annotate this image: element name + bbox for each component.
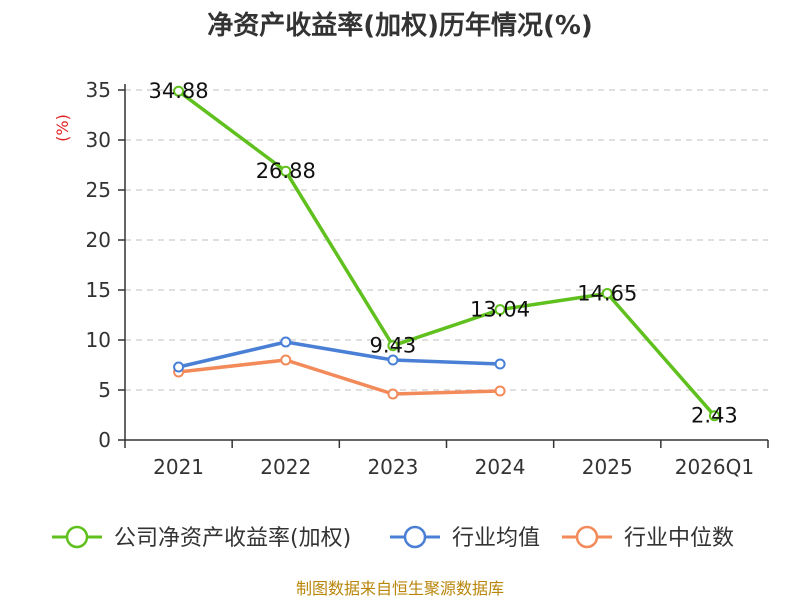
- y-tick-label: 30: [86, 128, 111, 152]
- y-tick-label: 35: [86, 78, 111, 102]
- data-point-marker: [387, 354, 399, 366]
- data-point-marker: [601, 288, 613, 299]
- series-line: [177, 89, 716, 417]
- y-axis-unit: (%): [53, 114, 72, 142]
- x-tick-label: 2025: [582, 455, 633, 479]
- data-point-marker: [494, 304, 506, 316]
- source-note: 制图数据来自恒生聚源数据库: [296, 579, 504, 598]
- y-tick-label: 5: [98, 378, 111, 402]
- data-label: 13.04: [470, 298, 530, 322]
- legend-label: 行业均值: [452, 526, 540, 551]
- data-labels: 34.88 26.88 9.43 13.04 14.65 2.43: [149, 79, 738, 428]
- y-tick-label: 0: [98, 428, 111, 452]
- legend[interactable]: 公司净资产收益率(加权) 行业均值 行业中位数: [52, 525, 734, 551]
- data-point-marker: [280, 165, 292, 177]
- data-point-marker: [387, 388, 399, 400]
- x-tick-label: 2021: [153, 455, 204, 479]
- data-point-marker: [494, 385, 506, 397]
- x-tick-label: 2022: [260, 455, 311, 479]
- data-point-marker: [280, 354, 292, 366]
- y-tick-label: 10: [86, 328, 111, 352]
- series-line: [178, 340, 501, 369]
- data-point-marker: [280, 336, 292, 348]
- legend-swatch-marker: [65, 525, 89, 549]
- data-point-marker: [173, 361, 185, 373]
- data-label: 34.88: [149, 79, 209, 103]
- data-point-marker: [387, 340, 399, 352]
- data-label: 9.43: [370, 334, 417, 358]
- gridlines: [125, 89, 768, 391]
- y-tick-label: 25: [86, 178, 111, 202]
- series-line: [178, 358, 501, 396]
- y-tick-label: 20: [86, 228, 111, 252]
- data-point-marker: [708, 410, 720, 422]
- data-label: 14.65: [577, 282, 637, 306]
- x-tick-label: 2026Q1: [675, 455, 754, 479]
- data-label: 26.88: [256, 159, 316, 183]
- y-tick-label: 15: [86, 278, 111, 302]
- x-tick-label: 2024: [475, 455, 526, 479]
- legend-swatch-marker: [575, 525, 599, 549]
- data-point-marker: [173, 85, 185, 97]
- data-label: 2.43: [691, 404, 738, 428]
- chart-title: 净资产收益率(加权)历年情况(%): [207, 10, 593, 41]
- x-tick-label: 2023: [367, 455, 418, 479]
- series: [173, 85, 720, 422]
- legend-label: 公司净资产收益率(加权): [114, 526, 351, 551]
- legend-label: 行业中位数: [624, 526, 734, 551]
- data-point-marker: [494, 358, 506, 370]
- legend-swatch-marker: [403, 525, 427, 549]
